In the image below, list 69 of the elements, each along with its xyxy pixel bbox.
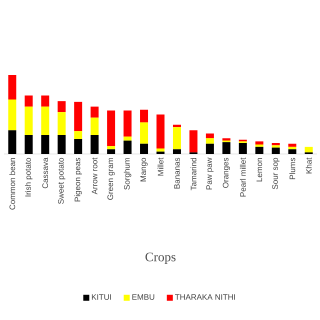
x-tick-label: Millet — [158, 158, 164, 176]
x-tick-label: Sour sop — [272, 158, 280, 190]
legend-label: THARAKA NITHI — [175, 294, 235, 300]
x-tick-label: Irish potato — [24, 158, 32, 196]
bar — [107, 146, 116, 150]
x-tick-label: Pigeon peas — [74, 158, 82, 202]
bar — [124, 140, 132, 154]
bar — [140, 110, 148, 122]
bar — [156, 148, 165, 152]
x-tick-label: Common bean — [9, 158, 16, 210]
x-tick-label: Plums — [289, 158, 296, 180]
bar — [206, 138, 214, 144]
bar — [206, 133, 214, 138]
bar — [189, 130, 198, 152]
bar — [288, 144, 296, 147]
bar — [74, 131, 82, 139]
bar — [172, 149, 181, 154]
x-tick-label: Paw paw — [206, 158, 214, 190]
bar — [172, 127, 181, 150]
x-tick-label: Cassava — [42, 158, 48, 188]
bar — [24, 96, 33, 107]
bar — [156, 114, 165, 148]
x-tick-label: Mango — [140, 158, 148, 182]
bar — [272, 142, 280, 146]
bar — [304, 146, 313, 152]
bar — [90, 106, 99, 118]
x-tick-label: Khat — [306, 158, 312, 174]
bar — [107, 149, 116, 154]
bar — [24, 135, 33, 154]
x-tick-label: Oranges — [222, 158, 230, 188]
bar — [255, 146, 264, 154]
bar — [272, 148, 280, 154]
x-tick-label: Green gram — [107, 158, 115, 200]
legend-label: EMBU — [132, 294, 154, 300]
bar — [222, 142, 230, 154]
bar — [238, 142, 247, 154]
bar — [288, 149, 296, 154]
bar — [58, 101, 66, 112]
x-axis-title: Crops — [146, 252, 176, 264]
x-tick-label: Pearl millet — [240, 158, 246, 196]
bar — [140, 144, 148, 154]
x-tick-label: Arrow root — [92, 158, 98, 194]
bar — [74, 138, 82, 154]
x-tick-label: Bananas — [174, 158, 180, 188]
bar — [107, 110, 116, 146]
bar — [41, 96, 50, 107]
bar — [288, 146, 296, 150]
bar — [8, 74, 16, 100]
bar — [90, 135, 99, 154]
legend-label: KITUI — [92, 294, 111, 300]
bar — [124, 110, 132, 137]
bar — [255, 141, 264, 145]
bar — [90, 118, 99, 136]
bar — [24, 106, 33, 136]
bar — [58, 135, 66, 154]
bar — [124, 136, 132, 141]
x-tick-label: Sweet potato — [58, 158, 66, 204]
x-tick-label: Sorghum — [124, 158, 132, 190]
bar — [140, 122, 148, 144]
bar — [8, 130, 16, 154]
bar — [58, 112, 66, 136]
x-tick-label: Lemon — [256, 158, 262, 182]
x-tick-label: Tamarind — [190, 158, 196, 190]
bar — [41, 135, 50, 154]
bar — [74, 102, 82, 132]
bar — [41, 106, 50, 136]
bar — [8, 99, 16, 130]
bar — [206, 144, 214, 154]
bar — [222, 138, 230, 141]
